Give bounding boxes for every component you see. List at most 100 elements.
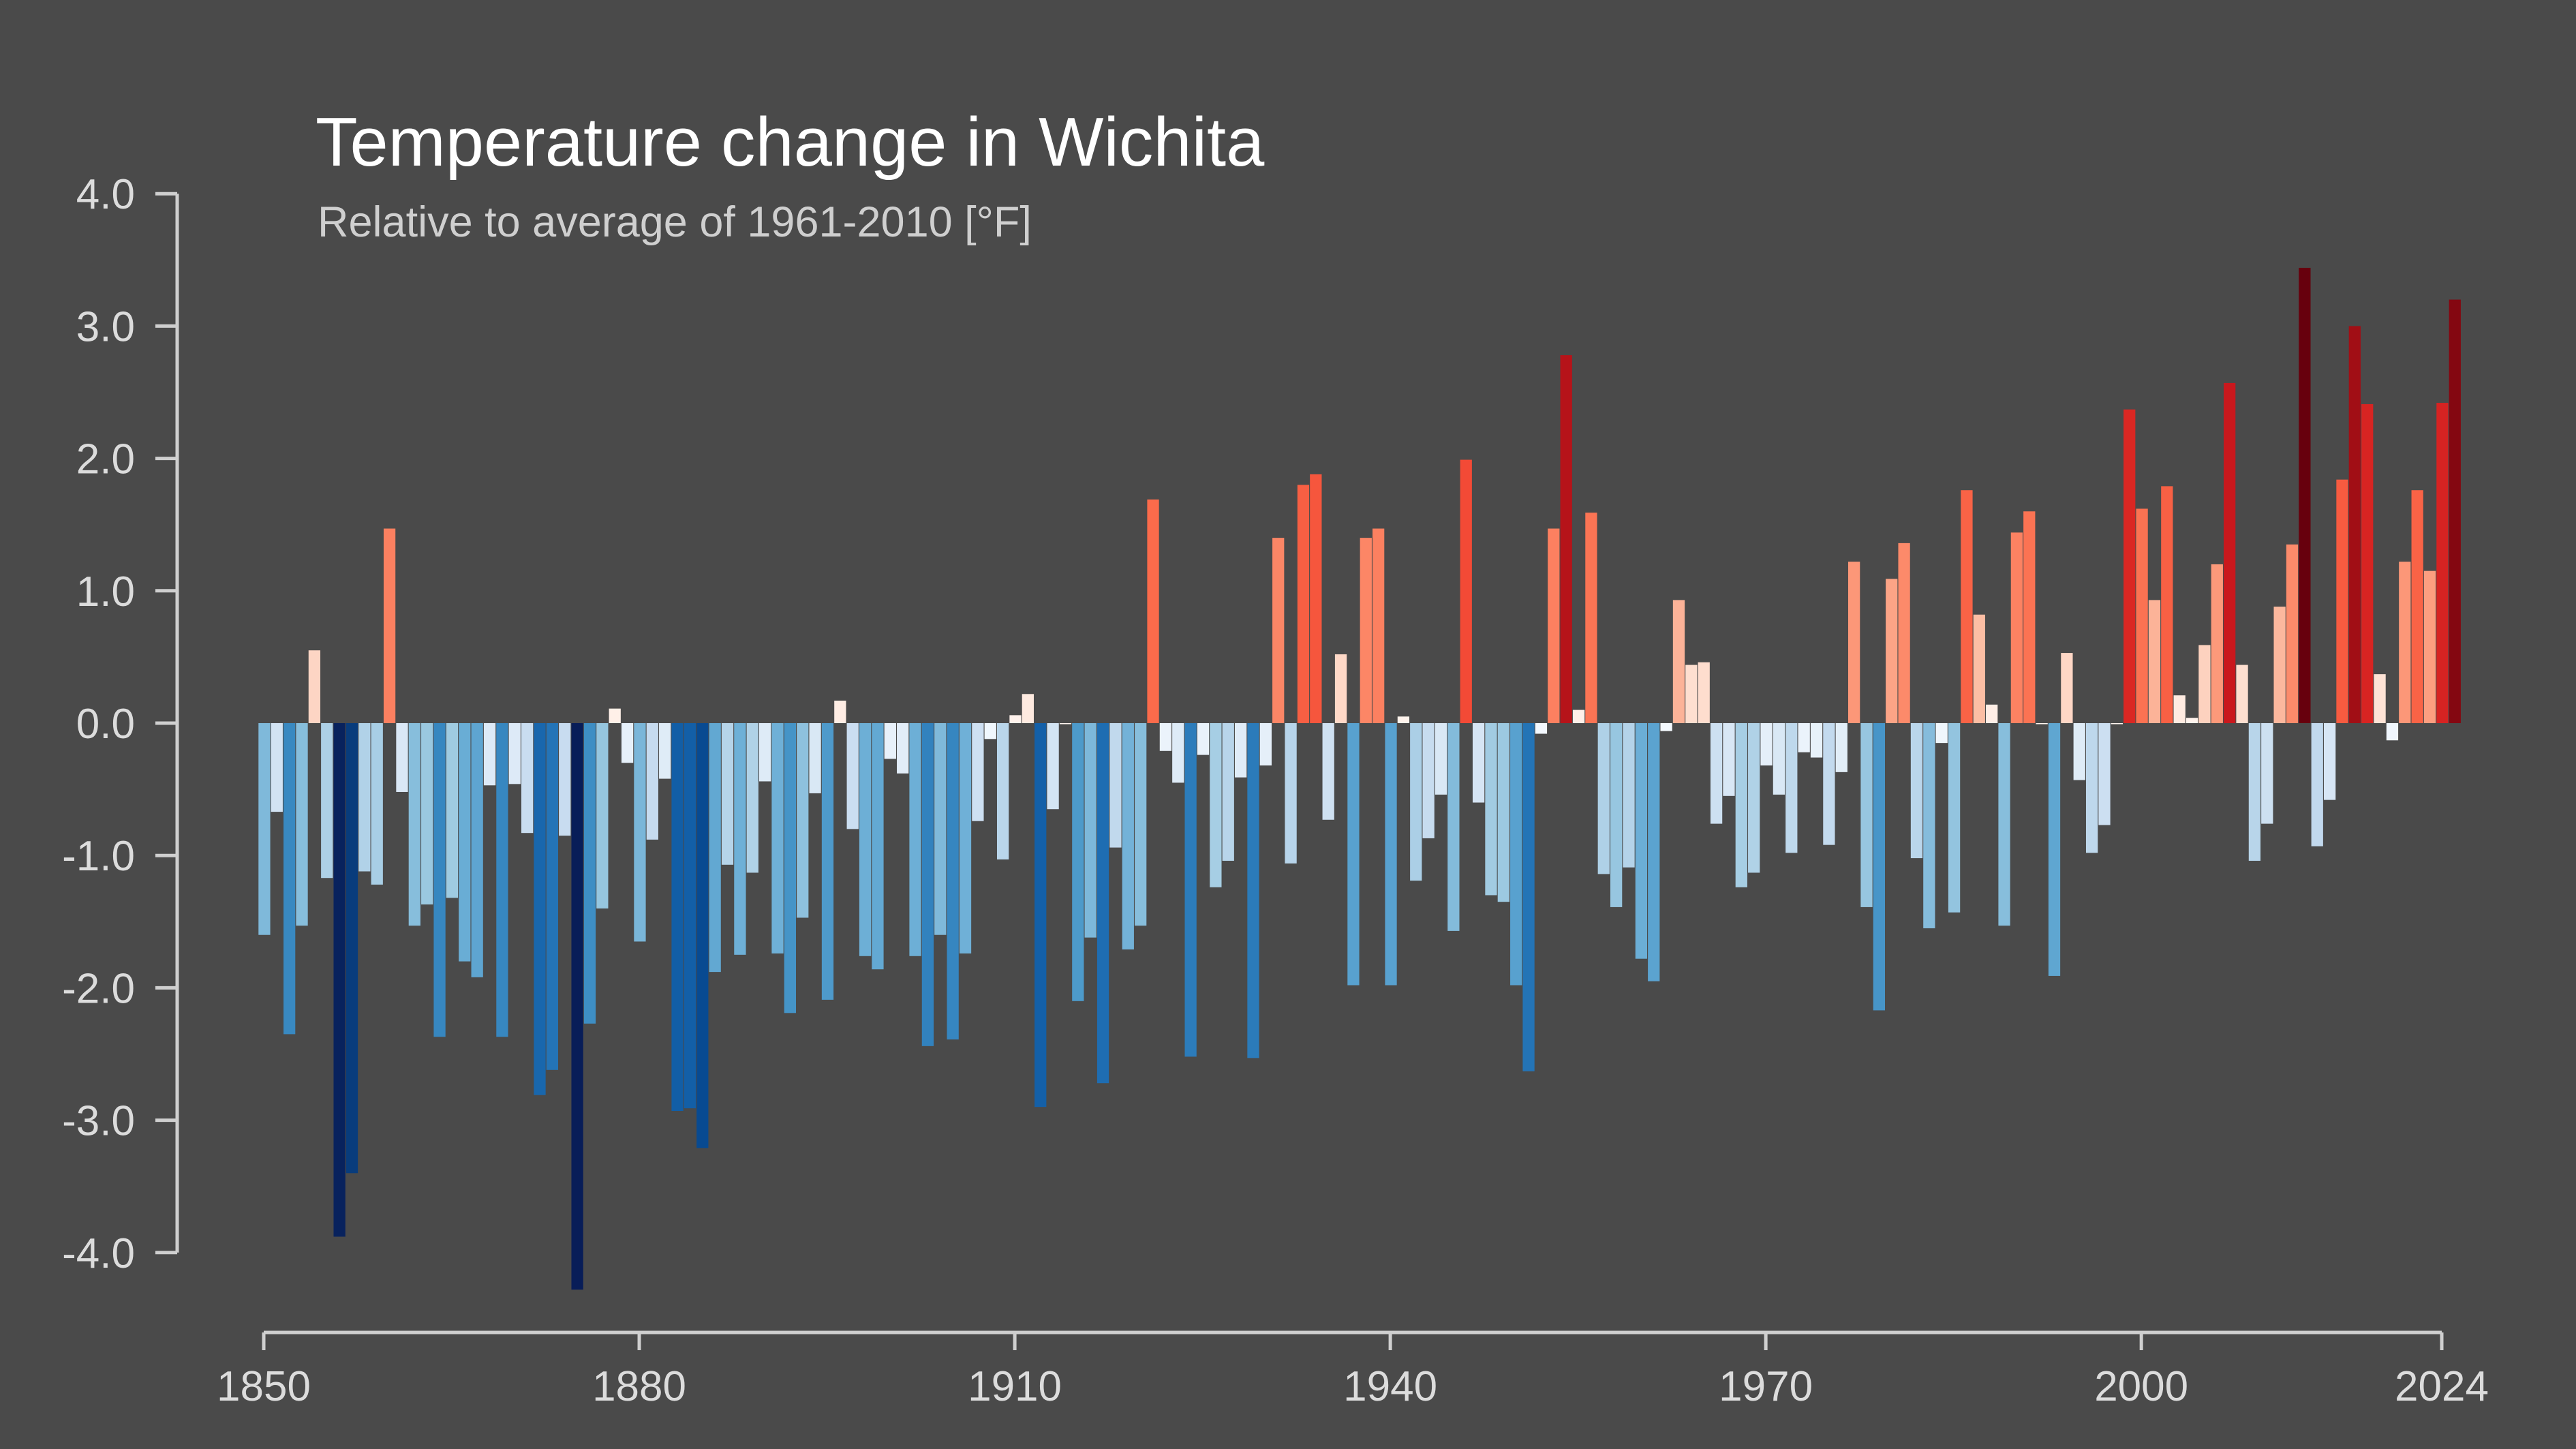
- bar-1945: [1447, 723, 1460, 931]
- bar-2022: [2411, 490, 2423, 723]
- bar-1854: [308, 650, 321, 723]
- bar-1896: [834, 700, 846, 723]
- bar-1985: [1948, 723, 1961, 913]
- bar-2016: [2336, 479, 2348, 723]
- bar-1901: [897, 723, 909, 774]
- x-tick-label: 1970: [1719, 1363, 1813, 1410]
- bar-1885: [696, 723, 709, 1148]
- bar-2018: [2361, 403, 2374, 723]
- bar-2021: [2399, 562, 2411, 723]
- bar-1989: [1998, 723, 2010, 926]
- bar-1956: [1585, 513, 1597, 723]
- bar-1929: [1247, 723, 1259, 1058]
- y-tick-label: -4.0: [62, 1230, 135, 1277]
- bar-1884: [684, 723, 696, 1109]
- bar-1905: [947, 723, 959, 1040]
- y-tick-label: 1.0: [76, 568, 135, 615]
- bar-1863: [421, 723, 433, 905]
- bar-1958: [1610, 723, 1623, 907]
- bar-1858: [358, 723, 371, 872]
- bar-2011: [2273, 607, 2286, 723]
- bar-1912: [1034, 723, 1047, 1108]
- bar-1970: [1760, 723, 1773, 766]
- bar-1888: [734, 723, 746, 955]
- bar-1969: [1748, 723, 1760, 873]
- bar-1915: [1072, 723, 1084, 1001]
- bar-1966: [1710, 723, 1723, 824]
- bar-1872: [534, 723, 546, 1095]
- y-tick-label: -1.0: [62, 833, 135, 880]
- bar-1976: [1835, 723, 1847, 772]
- bar-1935: [1322, 723, 1334, 820]
- bar-1921: [1147, 499, 1159, 723]
- bar-2013: [2299, 267, 2311, 723]
- x-tick-label: 2000: [2094, 1363, 2188, 1410]
- bar-2025: [2449, 299, 2461, 723]
- bar-1998: [2111, 723, 2123, 724]
- y-tick-label: 2.0: [76, 436, 135, 483]
- bar-1959: [1623, 723, 1635, 868]
- bar-1876: [583, 723, 596, 1024]
- bar-1983: [1923, 723, 1935, 929]
- bar-1972: [1785, 723, 1798, 853]
- bar-1910: [1009, 715, 1022, 723]
- y-tick-label: -2.0: [62, 965, 135, 1012]
- bar-1879: [621, 723, 634, 763]
- bar-1984: [1935, 723, 1948, 744]
- bar-1861: [396, 723, 408, 792]
- bar-1865: [446, 723, 459, 898]
- bar-1916: [1084, 723, 1097, 938]
- bar-1900: [884, 723, 896, 759]
- bar-1870: [508, 723, 521, 784]
- bar-1911: [1022, 694, 1034, 723]
- bar-1874: [559, 723, 571, 836]
- bar-2000: [2136, 508, 2148, 723]
- bar-2015: [2323, 723, 2336, 800]
- bar-1973: [1798, 723, 1810, 752]
- y-tick-label: 3.0: [76, 303, 135, 350]
- bar-1962: [1660, 723, 1672, 731]
- bar-1873: [546, 723, 559, 1070]
- bar-1859: [371, 723, 383, 885]
- bar-1965: [1698, 662, 1710, 723]
- bar-1994: [2061, 653, 2073, 723]
- bar-1933: [1297, 485, 1310, 723]
- bar-1875: [571, 723, 583, 1290]
- chart-title: Temperature change in Wichita: [316, 104, 1265, 181]
- bar-2017: [2348, 326, 2361, 723]
- bar-1980: [1886, 579, 1898, 723]
- bar-1898: [859, 723, 872, 956]
- bar-2023: [2423, 570, 2436, 723]
- bar-2024: [2436, 403, 2449, 723]
- bar-1996: [2085, 723, 2098, 853]
- bar-1918: [1109, 723, 1122, 848]
- bar-1868: [483, 723, 496, 786]
- bar-1895: [821, 723, 834, 1000]
- bar-1944: [1435, 723, 1447, 795]
- bar-2006: [2211, 564, 2223, 723]
- bar-1869: [496, 723, 508, 1037]
- bar-1889: [746, 723, 758, 873]
- bar-1919: [1122, 723, 1134, 950]
- bar-1887: [721, 723, 734, 865]
- bar-1913: [1047, 723, 1059, 810]
- bar-1940: [1385, 723, 1397, 986]
- bar-1914: [1059, 723, 1072, 724]
- bar-1881: [646, 723, 658, 840]
- bar-2014: [2311, 723, 2323, 846]
- bar-1923: [1172, 723, 1184, 783]
- bar-1909: [996, 723, 1009, 860]
- bar-1907: [972, 723, 984, 821]
- bar-1904: [934, 723, 947, 935]
- bar-2008: [2236, 665, 2248, 723]
- bar-1893: [797, 723, 809, 918]
- x-tick-label: 1880: [592, 1363, 686, 1410]
- bar-1927: [1222, 723, 1234, 861]
- bar-1952: [1535, 723, 1548, 734]
- bar-1939: [1373, 528, 1385, 723]
- bar-series: [258, 267, 2461, 1290]
- bar-1899: [872, 723, 884, 970]
- x-tick-label: 1850: [217, 1363, 311, 1410]
- bar-1982: [1910, 723, 1923, 859]
